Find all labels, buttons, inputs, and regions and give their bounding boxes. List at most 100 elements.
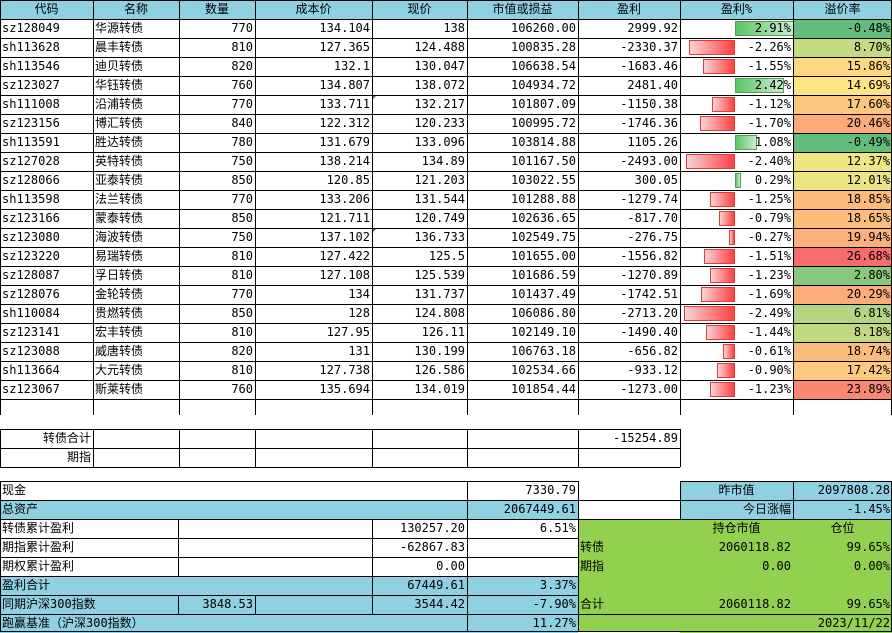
row-price[interactable]: 124.488 — [414, 40, 465, 54]
row-price[interactable]: 130.047 — [414, 59, 465, 73]
row-price[interactable]: 130.199 — [414, 344, 465, 358]
row-code[interactable]: sz123027 — [2, 78, 60, 92]
summary-date[interactable]: 2023/11/22 — [680, 614, 892, 633]
row-qty[interactable]: 850 — [231, 173, 253, 187]
header-profit-pct[interactable]: 盈利% — [680, 0, 793, 19]
summary-total-position[interactable]: 99.65% — [793, 595, 892, 614]
row-value[interactable]: 106763.18 — [510, 344, 576, 358]
row-qty[interactable]: 810 — [231, 363, 253, 377]
row-qty[interactable]: 780 — [231, 135, 253, 149]
row-price[interactable]: 138.072 — [414, 78, 465, 92]
row-name[interactable]: 迪贝转债 — [95, 59, 144, 73]
row-name[interactable]: 海波转债 — [95, 230, 144, 244]
row-value[interactable]: 106086.80 — [510, 306, 576, 320]
row-premium[interactable]: 8.70% — [793, 38, 892, 57]
row-cost[interactable]: 134 — [348, 287, 370, 301]
row-value[interactable]: 101686.59 — [510, 268, 576, 282]
row-qty[interactable]: 810 — [231, 249, 253, 263]
row-name[interactable]: 蒙泰转债 — [95, 211, 144, 225]
row-qty[interactable]: 820 — [231, 59, 253, 73]
futures-cum-value[interactable]: -62867.83 — [399, 540, 465, 554]
row-name[interactable]: 英特转债 — [95, 154, 144, 168]
header-qty[interactable]: 数量 — [179, 0, 255, 19]
row-pct[interactable]: -2.26% — [680, 38, 793, 57]
header-cost[interactable]: 成本价 — [255, 0, 372, 19]
hs300-start[interactable]: 3848.53 — [179, 595, 255, 614]
row-price[interactable]: 121.203 — [414, 173, 465, 187]
row-premium[interactable]: 17.60% — [793, 95, 892, 114]
summary-futures-holding[interactable]: 0.00 — [680, 557, 793, 576]
row-price[interactable]: 125.539 — [414, 268, 465, 282]
row-code[interactable]: sz128049 — [2, 21, 60, 35]
row-qty[interactable]: 810 — [231, 268, 253, 282]
row-value[interactable]: 100995.72 — [510, 116, 576, 130]
row-name[interactable]: 华源转债 — [95, 21, 144, 35]
row-price[interactable]: 132.217 — [414, 97, 465, 111]
row-name[interactable]: 大元转债 — [95, 363, 144, 377]
row-qty[interactable]: 760 — [231, 78, 253, 92]
row-price[interactable]: 124.808 — [414, 306, 465, 320]
row-profit[interactable]: -2330.37 — [620, 40, 678, 54]
header-name[interactable]: 名称 — [93, 0, 179, 19]
bond-cum-value[interactable]: 130257.20 — [399, 521, 465, 535]
row-premium[interactable]: -0.48% — [793, 19, 892, 38]
row-value[interactable]: 101655.00 — [510, 249, 576, 263]
row-name[interactable]: 威唐转债 — [95, 344, 144, 358]
row-cost[interactable]: 135.694 — [319, 382, 370, 396]
row-cost[interactable]: 131.679 — [319, 135, 370, 149]
row-pct[interactable]: 2.91% — [680, 19, 793, 38]
today-change[interactable]: -1.45% — [793, 500, 892, 519]
row-value[interactable]: 101437.49 — [510, 287, 576, 301]
row-price[interactable]: 136.733 — [414, 230, 465, 244]
row-premium[interactable]: 26.68% — [793, 247, 892, 266]
header-profit[interactable]: 盈利 — [578, 0, 680, 19]
row-premium[interactable]: 23.89% — [793, 380, 892, 399]
row-code[interactable]: sz127028 — [2, 154, 60, 168]
row-pct[interactable]: -1.70% — [680, 114, 793, 133]
row-price[interactable]: 120.233 — [414, 116, 465, 130]
row-name[interactable]: 沿浦转债 — [95, 97, 144, 111]
row-profit[interactable]: -1683.46 — [620, 59, 678, 73]
row-code[interactable]: sz128076 — [2, 287, 60, 301]
hs300-now[interactable]: 3544.42 — [372, 595, 467, 614]
prev-value[interactable]: 2097808.28 — [793, 481, 892, 500]
row-cost[interactable]: 127.95 — [326, 325, 370, 339]
row-value[interactable]: 102636.65 — [510, 211, 576, 225]
row-pct[interactable]: -1.23% — [680, 380, 793, 399]
row-value[interactable]: 100835.28 — [510, 40, 576, 54]
row-qty[interactable]: 760 — [231, 382, 253, 396]
row-name[interactable]: 贵燃转债 — [95, 306, 144, 320]
row-pct[interactable]: -1.23% — [680, 266, 793, 285]
row-value[interactable]: 102149.10 — [510, 325, 576, 339]
row-premium[interactable]: 2.80% — [793, 266, 892, 285]
header-premium[interactable]: 溢价率 — [793, 0, 892, 19]
cell-comment-marker[interactable] — [372, 95, 377, 100]
cash-value[interactable]: 7330.79 — [525, 483, 576, 497]
profit-total-pct[interactable]: 3.37% — [467, 576, 578, 595]
row-premium[interactable]: 8.18% — [793, 323, 892, 342]
row-cost[interactable]: 127.738 — [319, 363, 370, 377]
row-profit[interactable]: -2493.00 — [620, 154, 678, 168]
row-code[interactable]: sz128087 — [2, 268, 60, 282]
row-code[interactable]: sh111008 — [2, 97, 60, 111]
row-price[interactable]: 131.544 — [414, 192, 465, 206]
row-pct[interactable]: -1.55% — [680, 57, 793, 76]
row-cost[interactable]: 133.206 — [319, 192, 370, 206]
hs300-pct[interactable]: -7.90% — [467, 595, 578, 614]
row-value[interactable]: 103814.88 — [510, 135, 576, 149]
summary-bond-position[interactable]: 99.65% — [793, 538, 892, 557]
row-code[interactable]: sh113591 — [2, 135, 60, 149]
row-premium[interactable]: 6.81% — [793, 304, 892, 323]
row-pct[interactable]: -2.40% — [680, 152, 793, 171]
row-name[interactable]: 易瑞转债 — [95, 249, 144, 263]
row-pct[interactable]: -1.25% — [680, 190, 793, 209]
row-pct[interactable]: -1.12% — [680, 95, 793, 114]
row-profit[interactable]: -1270.89 — [620, 268, 678, 282]
row-price[interactable]: 131.737 — [414, 287, 465, 301]
row-code[interactable]: sz128066 — [2, 173, 60, 187]
row-profit[interactable]: 2481.40 — [627, 78, 678, 92]
row-profit[interactable]: -656.82 — [627, 344, 678, 358]
row-code[interactable]: sh110084 — [2, 306, 60, 320]
row-qty[interactable]: 770 — [231, 192, 253, 206]
row-profit[interactable]: 2999.92 — [627, 21, 678, 35]
